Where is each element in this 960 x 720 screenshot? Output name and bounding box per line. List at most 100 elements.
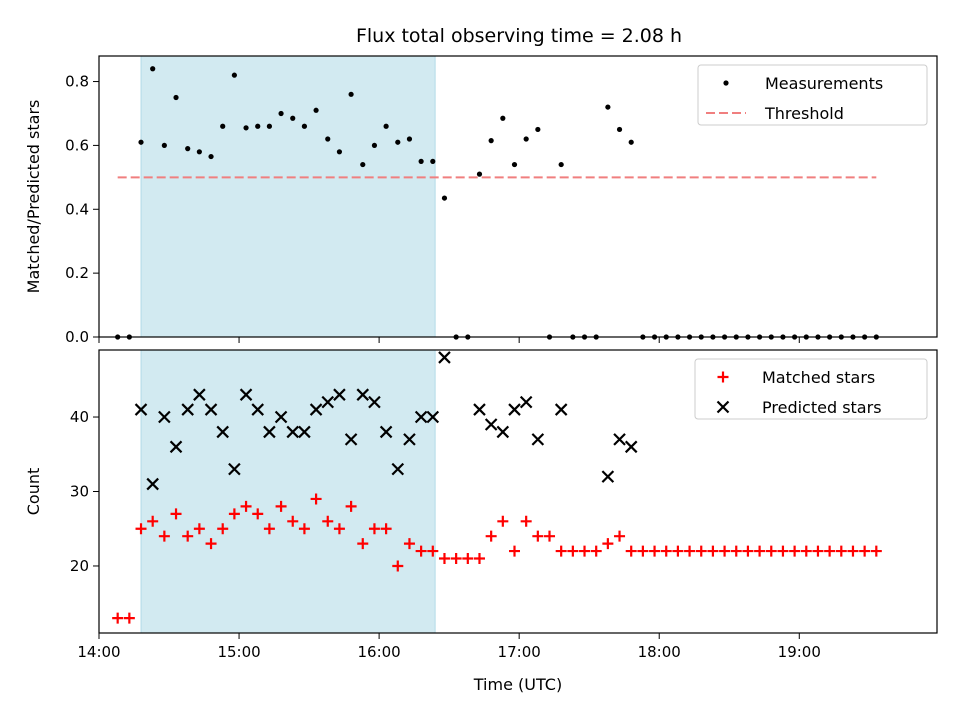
matched-star-point <box>380 523 392 535</box>
measurement-point <box>196 149 202 155</box>
matched-star-point <box>310 493 322 505</box>
predicted-star-point <box>508 403 521 416</box>
predicted-star-point <box>298 425 311 439</box>
y-tick-label: 0.4 <box>65 200 89 218</box>
measurement-point <box>371 142 378 149</box>
predicted-star-point <box>496 425 510 439</box>
legend-box <box>694 358 928 420</box>
matched-star-point <box>649 545 661 557</box>
matched-star-point <box>228 508 240 520</box>
predicted-star-point <box>146 477 159 491</box>
matched-star-point <box>765 545 777 557</box>
measurement-point <box>488 138 494 144</box>
predicted-star-point <box>414 410 428 424</box>
matched-star-point <box>672 545 684 557</box>
predicted-star-point <box>519 395 533 409</box>
top-panel: 0.0 0.2 0.4 0.6 0.8 Matched/Predicted stars Me… <box>24 55 938 346</box>
y-tick-label: 0.2 <box>65 264 89 282</box>
matched-star-point <box>158 530 170 542</box>
matched-star-point <box>777 545 789 557</box>
measurement-point <box>173 94 179 101</box>
predicted-star-point <box>356 388 370 401</box>
predicted-star-point <box>204 403 218 416</box>
matched-star-point <box>182 530 194 542</box>
measurement-point <box>231 72 237 78</box>
predicted-star-point <box>251 403 265 416</box>
matched-star-point <box>298 523 310 535</box>
x-tick-label: 16:00 <box>357 643 400 661</box>
predicted-star-point <box>181 403 194 416</box>
predicted-star-point <box>344 433 358 446</box>
measurement-point <box>628 139 634 145</box>
measurement-point <box>348 91 354 97</box>
measurement-point <box>605 104 611 110</box>
measurement-point <box>336 149 343 155</box>
matched-star-point <box>123 612 135 624</box>
measurement-point <box>243 125 249 131</box>
predicted-star-point <box>193 388 206 401</box>
measurement-point <box>255 123 261 129</box>
predicted-star-point <box>216 425 229 439</box>
y-tick-label: 40 <box>70 408 89 426</box>
matched-star-point <box>742 545 754 557</box>
predicted-star-point <box>158 410 171 424</box>
matched-star-point <box>368 523 380 535</box>
matched-star-point <box>579 545 591 557</box>
matched-star-point <box>135 523 147 535</box>
measurement-point <box>430 158 436 164</box>
matched-star-point <box>485 530 497 542</box>
matched-star-point <box>240 500 252 512</box>
predicted-star-point <box>426 410 440 424</box>
bottom-panel: 20 30 40 14:00 15:00 16:00 17:00 18:00 19:00 Coun… <box>24 349 938 694</box>
matched-star-point <box>614 530 626 542</box>
x-axis-label: Time (UTC) <box>473 675 562 694</box>
matched-star-point <box>287 515 299 527</box>
y-axis-label: Count <box>24 468 43 516</box>
matched-star-point <box>450 553 462 565</box>
measurement-point <box>511 161 518 168</box>
predicted-star-point <box>391 462 405 476</box>
observing-window-shade <box>140 349 436 634</box>
matched-star-point <box>719 545 731 557</box>
measurement-point <box>185 146 191 152</box>
matched-star-point <box>438 553 450 565</box>
predicted-star-point <box>368 395 381 409</box>
measurement-point <box>161 142 167 149</box>
matched-star-point <box>789 545 801 557</box>
measurement-point <box>616 126 623 133</box>
measurement-point <box>500 115 506 121</box>
measurement-point <box>220 123 226 129</box>
y-tick-label: 30 <box>70 483 89 501</box>
measurement-point <box>523 136 529 142</box>
predicted-star-point <box>321 395 335 409</box>
matched-star-point <box>345 500 357 512</box>
matched-star-point <box>695 545 707 557</box>
matched-star-point <box>707 545 719 557</box>
measurement-point <box>150 66 156 72</box>
matched-star-point <box>730 545 742 557</box>
matched-star-point <box>427 545 439 557</box>
predicted-star-point <box>624 440 638 454</box>
matched-star-point <box>754 545 766 557</box>
matched-star-point <box>508 545 520 557</box>
predicted-star-point <box>484 418 498 431</box>
x-tick-label: 17:00 <box>498 643 541 661</box>
matched-star-point <box>859 545 871 557</box>
predicted-star-point <box>263 425 276 439</box>
measurement-point <box>406 136 413 142</box>
matched-star-point <box>660 545 672 557</box>
matched-star-point <box>170 508 182 520</box>
matched-star-point <box>520 515 532 527</box>
matched-star-point <box>835 545 847 557</box>
measurement-point <box>395 139 401 145</box>
matched-star-point <box>544 530 556 542</box>
x-tick-label: 19:00 <box>778 643 821 661</box>
matched-star-point <box>193 523 205 535</box>
predicted-star-point <box>438 351 451 364</box>
predicted-star-point <box>613 433 626 446</box>
matched-star-point <box>403 538 415 550</box>
matched-star-point <box>252 508 264 520</box>
legend-box <box>697 64 928 126</box>
x-tick-label: 18:00 <box>638 643 681 661</box>
